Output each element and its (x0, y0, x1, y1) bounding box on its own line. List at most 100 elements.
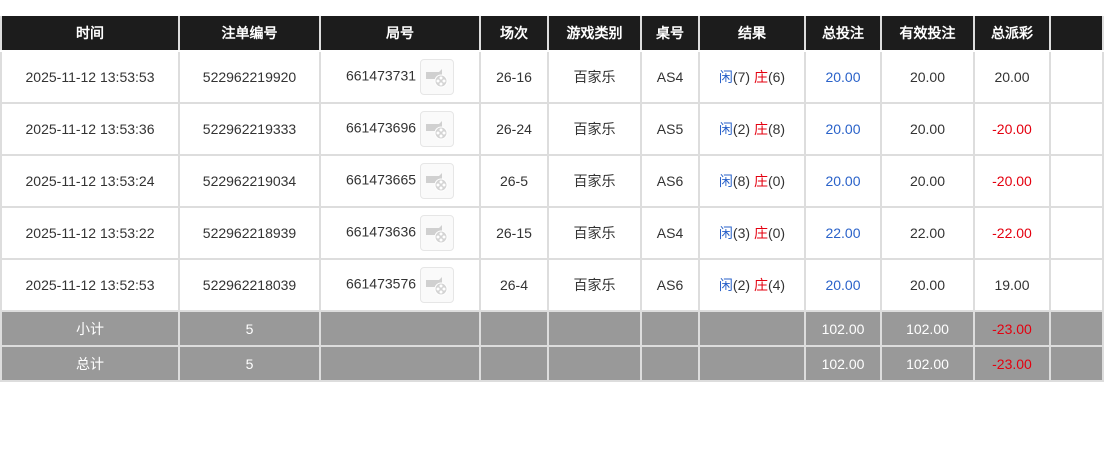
total-label: 总计 (0, 345, 180, 382)
column-header: 有效投注 (880, 16, 975, 52)
result: 闲(7) 庄(6) (698, 50, 806, 104)
player-score: (2) (732, 121, 751, 137)
empty-cell (1049, 154, 1104, 208)
game-type: 百家乐 (547, 206, 642, 260)
bet-id: 522962219920 (178, 50, 321, 104)
round-number: 661473731 (345, 67, 417, 84)
session: 26-24 (479, 102, 549, 156)
column-header: 游戏类别 (547, 16, 642, 52)
result: 闲(2) 庄(4) (698, 258, 806, 312)
column-header (1049, 16, 1104, 52)
video-replay-icon[interactable] (420, 267, 455, 303)
table-number: AS6 (640, 154, 700, 208)
empty-cell (1049, 258, 1104, 312)
table-row: 2025-11-12 13:53:22 522962218939 6614736… (0, 206, 1104, 260)
video-replay-icon[interactable] (420, 59, 455, 95)
round-cell: 661473696 (319, 102, 481, 156)
total-bet: 22.00 (804, 206, 882, 260)
total-bet: 20.00 (804, 50, 882, 104)
subtotal-label: 小计 (0, 310, 180, 347)
empty-cell (1049, 50, 1104, 104)
player-label: 闲 (718, 277, 733, 293)
video-replay-icon[interactable] (420, 111, 455, 147)
valid-bet: 20.00 (880, 258, 975, 312)
payout: -22.00 (973, 206, 1051, 260)
video-replay-icon[interactable] (420, 215, 455, 251)
result: 闲(8) 庄(0) (698, 154, 806, 208)
table-header: 时间 注单编号 局号 场次 游戏类别 桌号 结果 总投注 有效投注 总派彩 (0, 16, 1104, 52)
table-number: AS4 (640, 50, 700, 104)
bet-time: 2025-11-12 13:53:22 (0, 206, 180, 260)
column-header: 场次 (479, 16, 549, 52)
banker-score: (0) (767, 173, 786, 189)
bet-records-table: 时间 注单编号 局号 场次 游戏类别 桌号 结果 总投注 有效投注 总派彩 2025-11-12 … (0, 16, 1104, 382)
banker-score: (6) (767, 69, 786, 85)
bet-id: 522962218039 (178, 258, 321, 312)
column-header: 结果 (698, 16, 806, 52)
bet-id: 522962219333 (178, 102, 321, 156)
total-row: 总计 5 102.00 102.00 -23.00 (0, 345, 1104, 382)
payout: 20.00 (973, 50, 1051, 104)
table-row: 2025-11-12 13:53:53 522962219920 6614737… (0, 50, 1104, 104)
subtotal-count: 5 (178, 310, 321, 347)
session: 26-5 (479, 154, 549, 208)
valid-bet: 20.00 (880, 102, 975, 156)
banker-label: 庄 (753, 69, 768, 85)
banker-label: 庄 (753, 225, 768, 241)
result: 闲(2) 庄(8) (698, 102, 806, 156)
bet-time: 2025-11-12 13:53:36 (0, 102, 180, 156)
game-type: 百家乐 (547, 154, 642, 208)
game-type: 百家乐 (547, 50, 642, 104)
round-cell: 661473731 (319, 50, 481, 104)
player-label: 闲 (718, 121, 733, 137)
player-label: 闲 (718, 225, 733, 241)
bet-time: 2025-11-12 13:53:53 (0, 50, 180, 104)
subtotal-payout: -23.00 (973, 310, 1051, 347)
round-number: 661473576 (345, 275, 417, 292)
player-label: 闲 (718, 69, 733, 85)
column-header: 桌号 (640, 16, 700, 52)
total-bet: 20.00 (804, 258, 882, 312)
empty-cell (1049, 102, 1104, 156)
column-header: 局号 (319, 16, 481, 52)
bet-id: 522962219034 (178, 154, 321, 208)
session: 26-16 (479, 50, 549, 104)
valid-bet: 22.00 (880, 206, 975, 260)
banker-score: (4) (767, 277, 786, 293)
total-total-bet: 102.00 (804, 345, 882, 382)
player-score: (7) (732, 69, 751, 85)
payout: -20.00 (973, 154, 1051, 208)
banker-score: (8) (767, 121, 786, 137)
subtotal-total-bet: 102.00 (804, 310, 882, 347)
player-score: (2) (732, 277, 751, 293)
valid-bet: 20.00 (880, 50, 975, 104)
round-number: 661473665 (345, 171, 417, 188)
total-valid-bet: 102.00 (880, 345, 975, 382)
bet-time: 2025-11-12 13:52:53 (0, 258, 180, 312)
player-label: 闲 (718, 173, 733, 189)
column-header: 时间 (0, 16, 180, 52)
column-header: 总派彩 (973, 16, 1051, 52)
subtotal-valid-bet: 102.00 (880, 310, 975, 347)
subtotal-row: 小计 5 102.00 102.00 -23.00 (0, 310, 1104, 347)
video-replay-icon[interactable] (420, 163, 455, 199)
banker-label: 庄 (753, 121, 768, 137)
column-header: 总投注 (804, 16, 882, 52)
table-row: 2025-11-12 13:53:24 522962219034 6614736… (0, 154, 1104, 208)
round-number: 661473696 (345, 119, 417, 136)
table-number: AS5 (640, 102, 700, 156)
player-score: (8) (732, 173, 751, 189)
bet-id: 522962218939 (178, 206, 321, 260)
banker-label: 庄 (753, 173, 768, 189)
bet-time: 2025-11-12 13:53:24 (0, 154, 180, 208)
payout: -20.00 (973, 102, 1051, 156)
session: 26-15 (479, 206, 549, 260)
column-header: 注单编号 (178, 16, 321, 52)
round-cell: 661473636 (319, 206, 481, 260)
empty-cell (1049, 206, 1104, 260)
round-number: 661473636 (345, 223, 417, 240)
total-bet: 20.00 (804, 154, 882, 208)
banker-label: 庄 (753, 277, 768, 293)
banker-score: (0) (767, 225, 786, 241)
table-row: 2025-11-12 13:53:36 522962219333 6614736… (0, 102, 1104, 156)
